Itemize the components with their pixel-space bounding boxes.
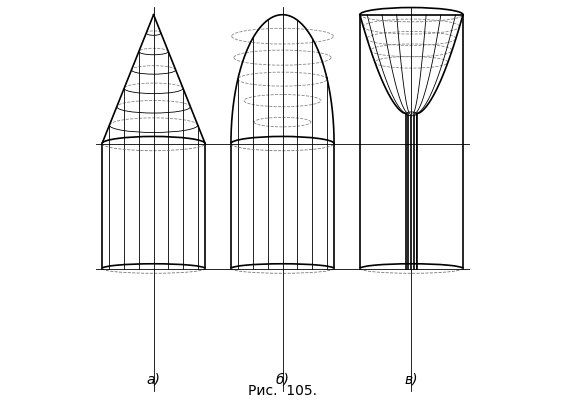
- Text: a): a): [147, 373, 160, 386]
- Text: в): в): [405, 373, 418, 386]
- Text: б): б): [276, 373, 289, 386]
- Text: Рис.  105.: Рис. 105.: [248, 384, 317, 399]
